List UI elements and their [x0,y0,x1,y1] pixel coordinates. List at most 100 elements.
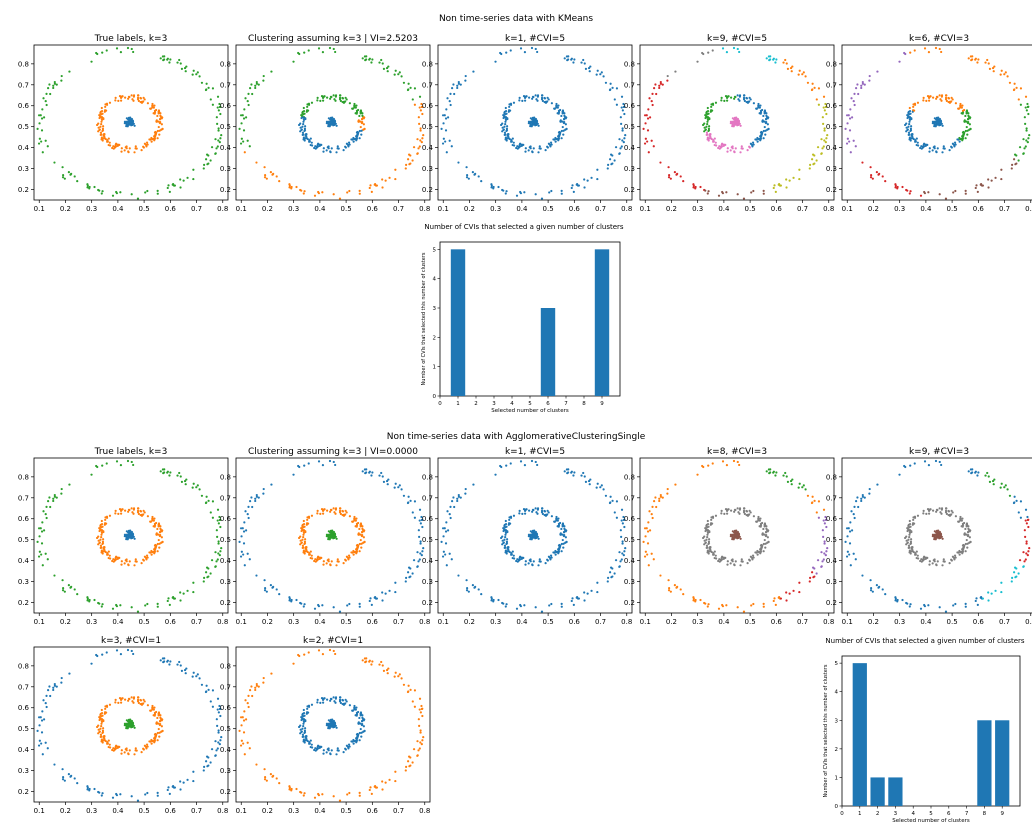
scatter-point [1026,515,1029,519]
scatter-point [925,143,928,147]
scatter-point [338,700,342,703]
scatter-point [53,763,56,766]
scatter-point [721,47,725,50]
scatter-point [394,168,397,171]
scatter-point [557,109,561,112]
y-tick-label: 0.5 [18,536,29,544]
scatter-point [509,462,512,465]
scatter-point [127,752,130,755]
scatter-point [600,484,603,487]
scatter-point [115,142,118,146]
scatter-point [204,158,208,161]
scatter-point [531,536,535,539]
y-tick-label: 0.8 [18,662,29,670]
scatter-point [870,587,873,590]
scatter-point [117,745,120,749]
scatter-point [46,558,49,561]
scatter-point [40,719,44,722]
scatter-point [137,696,140,699]
scatter-point [419,129,422,132]
scatter-point [356,548,359,551]
scatter-point [217,731,220,734]
scatter-point [586,592,589,595]
scatter-point [103,736,106,740]
scatter-point [624,547,627,550]
scatter-point [739,564,742,567]
scatter-point [146,102,149,105]
scatter-point [445,521,448,524]
scatter-point [510,553,513,556]
x-tick-label: 0.4 [920,618,932,626]
scatter-point [332,723,335,726]
scatter-point [370,603,373,606]
scatter-point [508,137,511,141]
scatter-point [38,137,41,140]
scatter-point [1000,590,1003,594]
scatter-point [467,590,470,593]
scatter-point [659,495,663,498]
scatter-point [400,75,403,78]
scatter-point [559,533,562,536]
scatter-point [854,558,857,561]
scatter-point [270,672,273,675]
scatter-point [464,79,467,82]
y-tick-label: 0.3 [422,165,433,173]
scatter-point [540,98,544,101]
scatter-point [501,539,504,542]
scatter-point [344,698,347,701]
scatter-point [935,510,938,513]
scatter-point [706,605,709,608]
scatter-point [347,747,350,750]
scatter-point [444,117,448,120]
scatter-point [217,109,220,112]
scatter-point [301,111,304,115]
scatter-point [298,123,301,127]
scatter-point [36,729,39,732]
scatter-point [575,596,578,599]
scatter-point [602,488,605,491]
scatter-point [120,563,123,566]
y-tick-label: 3 [433,306,437,312]
scatter-point [934,536,937,540]
scatter-point [508,103,511,106]
scatter-point [400,488,403,491]
scatter-point [908,192,911,195]
scatter-point [1025,540,1028,543]
x-tick-label: 0.1 [640,618,651,626]
scatter-point [120,749,123,752]
scatter-point [764,133,767,136]
scatter-point [621,129,624,132]
x-tick-label: 2 [474,401,478,407]
scatter-point [529,558,532,561]
scatter-point [506,125,509,128]
scatter-point [104,707,107,710]
scatter-point [1017,572,1020,575]
scatter-point [667,166,670,169]
scatter-point [562,129,565,132]
scatter-point [736,507,739,510]
scatter-point [774,474,777,477]
scatter-point [537,151,540,154]
scatter-point [313,194,317,197]
scatter-point [546,96,549,99]
scatter-point [214,138,217,141]
scatter-point [143,511,146,514]
scatter-point [149,520,152,523]
scatter-point [738,463,741,467]
scatter-point [134,749,137,752]
scatter-point [218,707,221,711]
scatter-point [965,125,968,129]
scatter-point [307,462,310,465]
scatter-point [802,484,805,487]
scatter-point [159,714,162,717]
scatter-point [418,95,422,98]
scatter-point [749,511,752,514]
scatter-point [440,127,443,130]
scatter-point [302,106,305,110]
scatter-point [125,530,128,533]
scatter-point [161,541,164,544]
scatter-point [547,511,550,514]
scatter-point [798,168,801,171]
scatter-point [731,120,734,123]
x-tick-label: 0.5 [139,205,150,213]
